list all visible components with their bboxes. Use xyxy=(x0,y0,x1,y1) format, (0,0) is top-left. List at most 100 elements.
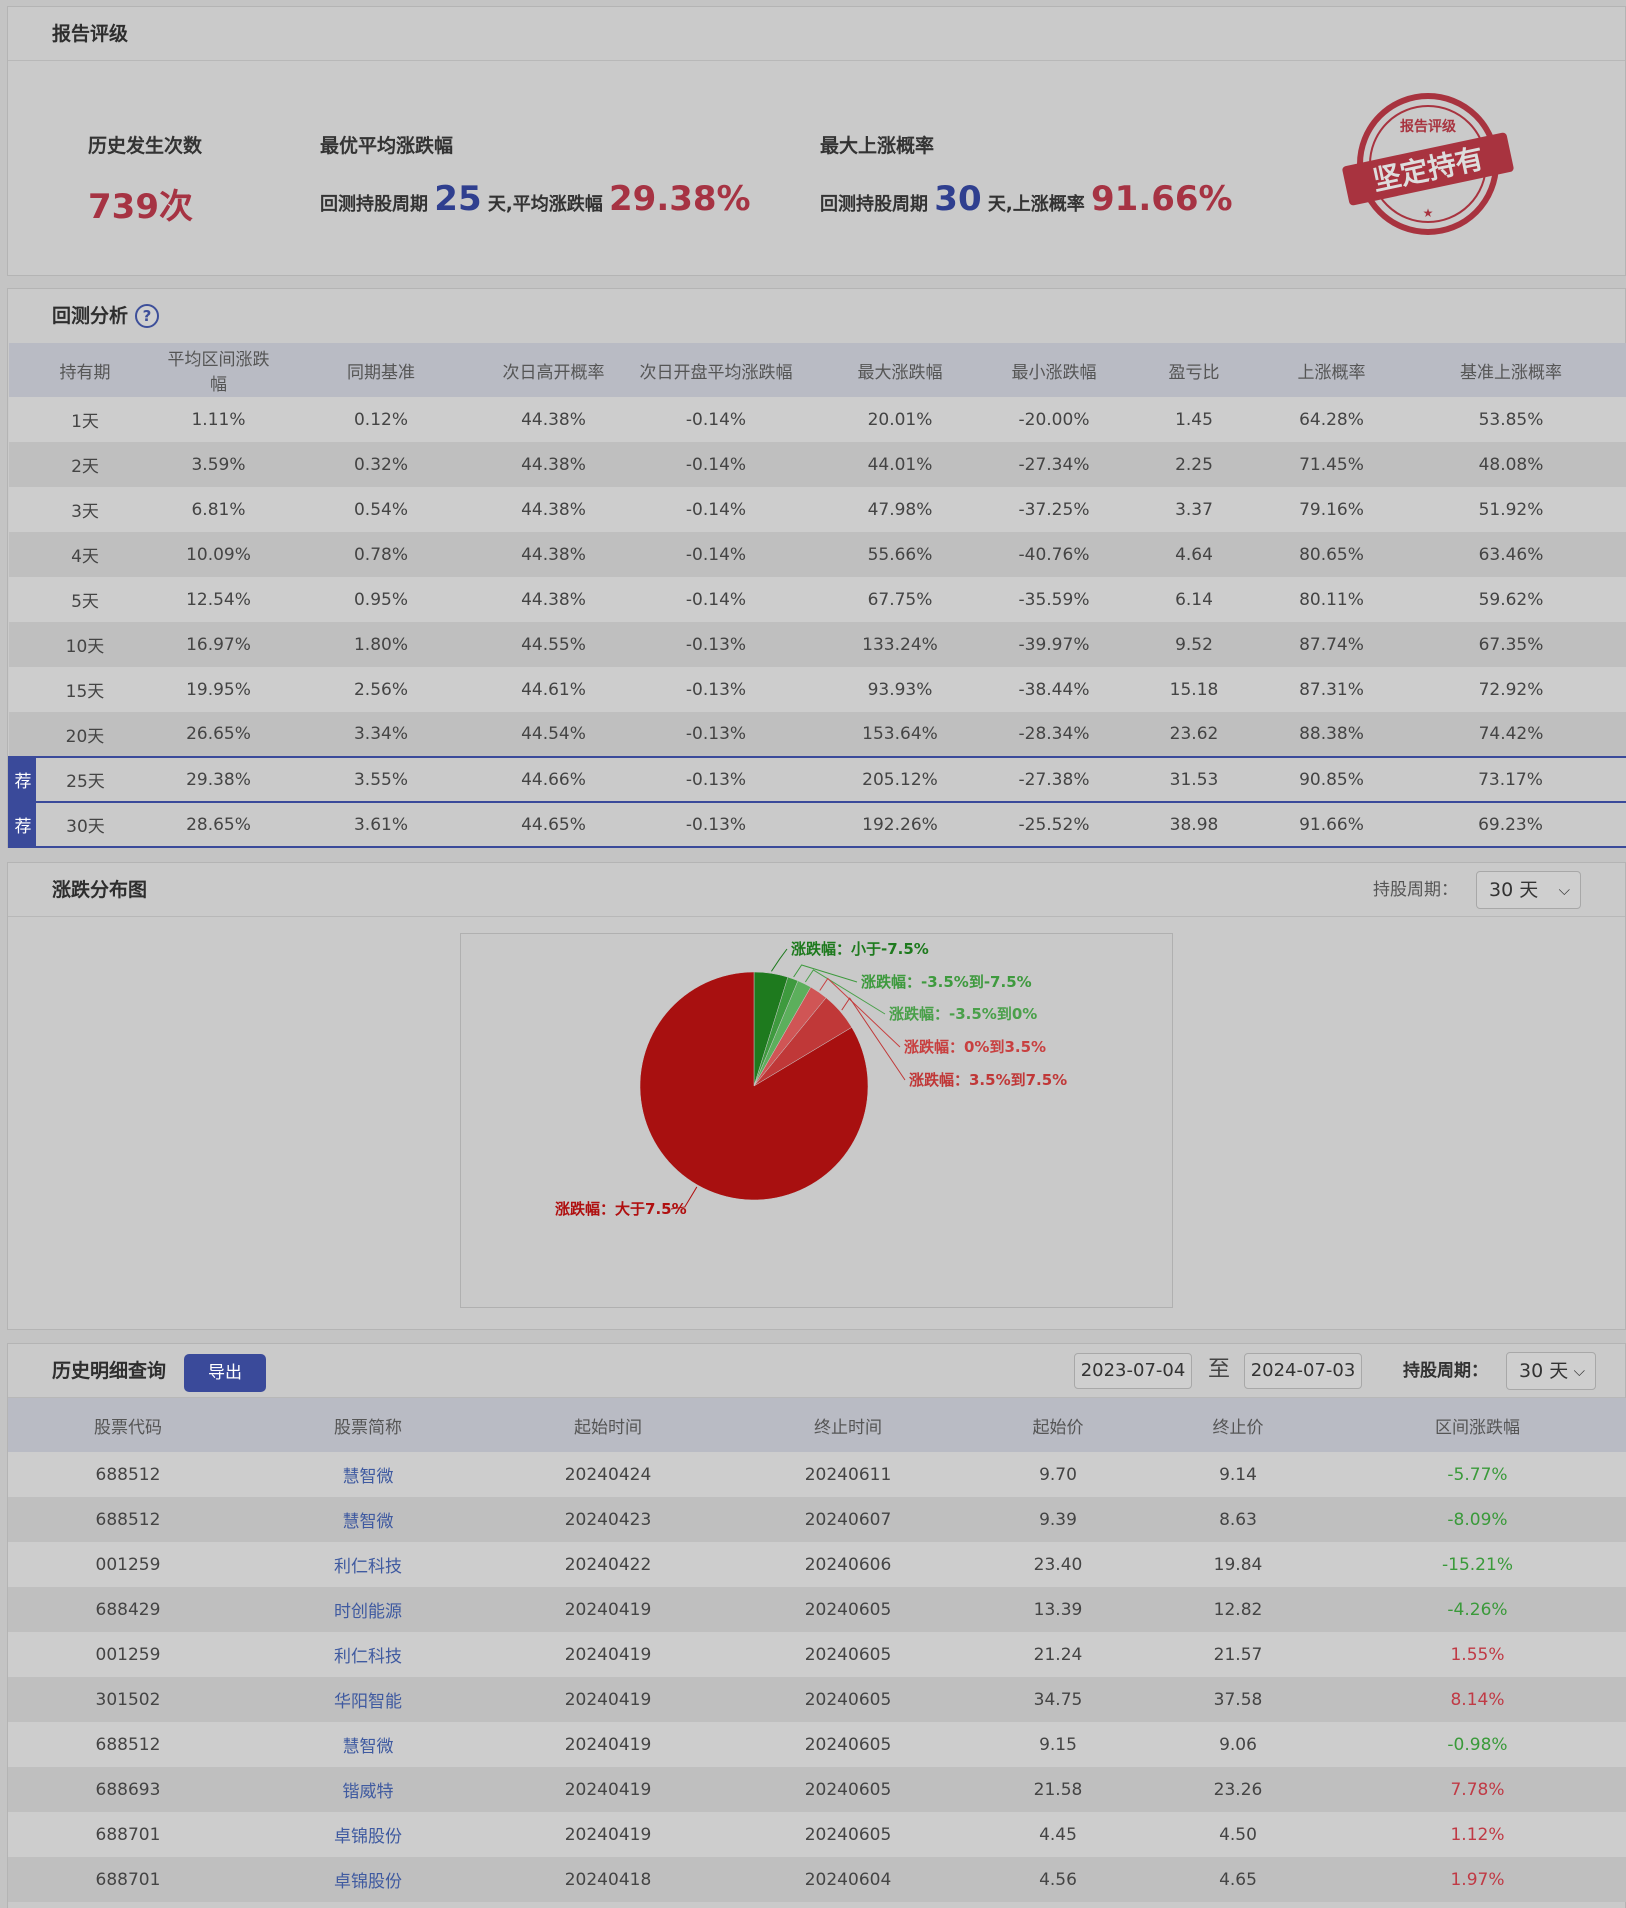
pie-leader-line xyxy=(804,969,886,1015)
stock-name-link[interactable]: 时创能源 xyxy=(248,1587,488,1632)
pie-slice[interactable] xyxy=(639,971,869,1201)
history-cell-code: 001259 xyxy=(8,1632,248,1677)
occurrences-label: 历史发生次数 xyxy=(88,135,203,157)
rating-title: 报告评级 xyxy=(52,23,129,45)
history-cell-p1: 9.06 xyxy=(1148,1722,1328,1767)
history-cell-code: 688701 xyxy=(8,1812,248,1857)
history-row: 688512 慧智微 20240424 20240611 9.70 9.14 -5.77% xyxy=(8,1452,1626,1497)
stock-name-link[interactable]: 利仁科技 xyxy=(248,1632,488,1677)
export-button[interactable]: 导出 xyxy=(184,1354,266,1392)
distribution-panel: 涨跌分布图 持股周期： 30 天 ⌵ 涨跌幅：小于-7.5% 涨跌幅：-3.5%到… xyxy=(7,862,1626,1330)
backtest-cell: 10天 xyxy=(9,622,161,667)
stock-name-link[interactable]: 慧智微 xyxy=(248,1497,488,1542)
pie-leader-line xyxy=(670,1186,698,1210)
backtest-cell: 29.38% xyxy=(161,756,276,803)
backtest-cell: 15天 xyxy=(9,667,161,712)
pie-label: 涨跌幅：小于-7.5% xyxy=(791,940,929,958)
pie-chart-container: 涨跌幅：小于-7.5% 涨跌幅：-3.5%到-7.5% 涨跌幅：-3.5%到0% 涨跌… xyxy=(460,933,1173,1308)
pie-chart: 涨跌幅：小于-7.5% 涨跌幅：-3.5%到-7.5% 涨跌幅：-3.5%到0% 涨跌… xyxy=(555,940,1067,1218)
distribution-title: 涨跌分布图 xyxy=(52,879,148,901)
backtest-cell: 44.38% xyxy=(486,487,621,532)
stock-name-link[interactable]: 锴威特 xyxy=(248,1767,488,1812)
backtest-cell: 72.92% xyxy=(1394,667,1626,712)
best-avg-mid: 天,平均涨跌幅 xyxy=(487,194,603,215)
max-prob-value: 91.66% xyxy=(1091,179,1233,219)
history-hold-value: 30 天 xyxy=(1519,1360,1569,1382)
backtest-cell: 15.18 xyxy=(1119,667,1269,712)
change-cell: 7.78% xyxy=(1328,1767,1626,1812)
backtest-cell: 3.61% xyxy=(276,801,486,848)
change-cell: -0.98% xyxy=(1328,1722,1626,1767)
history-cell-p0: 21.58 xyxy=(968,1767,1148,1812)
backtest-cell: 38.98 xyxy=(1119,801,1269,848)
history-cell-p1: 4.50 xyxy=(1148,1812,1328,1857)
backtest-row: 15天 19.95% 2.56% 44.61% -0.13% 93.93% -38.44% 1… xyxy=(9,667,1626,712)
backtest-cell: 0.95% xyxy=(276,577,486,622)
history-row: 688512 慧智微 20240419 20240605 9.15 9.06 -0.98% xyxy=(8,1722,1626,1767)
occurrences-value: 739次 xyxy=(88,179,193,228)
history-col-header: 起始时间 xyxy=(488,1398,728,1452)
history-cell-end: 20240604 xyxy=(728,1857,968,1902)
history-cell-p1: 21.57 xyxy=(1148,1632,1328,1677)
history-hold-select[interactable]: 30 天 ⌵ xyxy=(1506,1352,1596,1390)
distribution-hold-select[interactable]: 30 天 ⌵ xyxy=(1476,871,1581,909)
backtest-cell: -20.00% xyxy=(989,397,1119,442)
backtest-cell: -35.59% xyxy=(989,577,1119,622)
stock-name-link[interactable]: 华阳智能 xyxy=(248,1677,488,1722)
history-cell-start: 20240419 xyxy=(488,1767,728,1812)
backtest-cell: -38.44% xyxy=(989,667,1119,712)
stock-name-link[interactable]: 卓锦股份 xyxy=(248,1857,488,1902)
history-col-header: 区间涨跌幅 xyxy=(1328,1398,1626,1452)
backtest-cell: 4.64 xyxy=(1119,532,1269,577)
history-cell-start: 20240419 xyxy=(488,1632,728,1677)
history-cell-start: 20240423 xyxy=(488,1497,728,1542)
history-cell-end: 20240605 xyxy=(728,1767,968,1812)
backtest-col-header: 持有期 xyxy=(9,343,161,397)
backtest-cell: 73.17% xyxy=(1394,756,1626,803)
backtest-row: 4天 10.09% 0.78% 44.38% -0.14% 55.66% -40.76% 4.… xyxy=(9,532,1626,577)
date-from-input[interactable]: 2023-07-04 xyxy=(1074,1353,1192,1389)
stamp-top-text: 报告评级 xyxy=(1400,118,1457,135)
best-avg-label: 最优平均涨跌幅 xyxy=(320,135,454,157)
backtest-cell: -28.34% xyxy=(989,712,1119,757)
pie-leader-line xyxy=(841,997,906,1081)
stock-name-link[interactable]: 卓锦股份 xyxy=(248,1812,488,1857)
max-prob-line: 回测持股周期 30 天,上涨概率 91.66% xyxy=(820,179,1233,219)
recommend-badge: 荐 xyxy=(10,758,36,801)
backtest-cell: 80.65% xyxy=(1269,532,1394,577)
backtest-cell: 79.16% xyxy=(1269,487,1394,532)
backtest-cell: 28.65% xyxy=(161,801,276,848)
date-to-input[interactable]: 2024-07-03 xyxy=(1244,1353,1362,1389)
stock-name-link[interactable]: 利仁科技 xyxy=(248,1542,488,1587)
history-cell-code: 688429 xyxy=(8,1587,248,1632)
backtest-row: 10天 16.97% 1.80% 44.55% -0.13% 133.24% -39.97%… xyxy=(9,622,1626,667)
backtest-row: 1天 1.11% 0.12% 44.38% -0.14% 20.01% -20.00% 1.4… xyxy=(9,397,1626,442)
stock-name-link[interactable]: 慧智微 xyxy=(248,1452,488,1497)
backtest-cell: 44.01% xyxy=(811,442,989,487)
backtest-cell: 6.81% xyxy=(161,487,276,532)
backtest-cell: -0.13% xyxy=(621,667,811,712)
occurrences-count: 739次 xyxy=(88,187,193,227)
history-row: 001259 利仁科技 20240419 20240605 21.24 21.57 1.55… xyxy=(8,1632,1626,1677)
history-col-header: 股票代码 xyxy=(8,1398,248,1452)
distribution-hold-value: 30 天 xyxy=(1489,879,1539,901)
backtest-cell: 1.80% xyxy=(276,622,486,667)
help-icon[interactable]: ? xyxy=(135,304,159,328)
backtest-cell: 2天 xyxy=(9,442,161,487)
history-cell-p0: 13.39 xyxy=(968,1587,1148,1632)
backtest-cell: -0.14% xyxy=(621,442,811,487)
history-cell-p1: 19.84 xyxy=(1148,1542,1328,1587)
history-cell-end: 20240605 xyxy=(728,1632,968,1677)
history-cell-p0: 9.70 xyxy=(968,1452,1148,1497)
backtest-cell: -27.34% xyxy=(989,442,1119,487)
backtest-cell: 1.11% xyxy=(161,397,276,442)
backtest-cell: 16.97% xyxy=(161,622,276,667)
change-cell: 1.55% xyxy=(1328,1632,1626,1677)
backtest-cell: 67.75% xyxy=(811,577,989,622)
backtest-cell: 44.54% xyxy=(486,712,621,757)
pie-leader-line xyxy=(819,977,901,1048)
stock-name-link[interactable]: 慧智微 xyxy=(248,1722,488,1767)
backtest-cell: 87.31% xyxy=(1269,667,1394,712)
backtest-cell: 4天 xyxy=(9,532,161,577)
backtest-table: 持有期 平均区间涨跌幅 同期基准 次日高开概率 次日开盘平均涨跌幅 最大涨跌幅 最小涨跌幅盈… xyxy=(8,343,1626,848)
